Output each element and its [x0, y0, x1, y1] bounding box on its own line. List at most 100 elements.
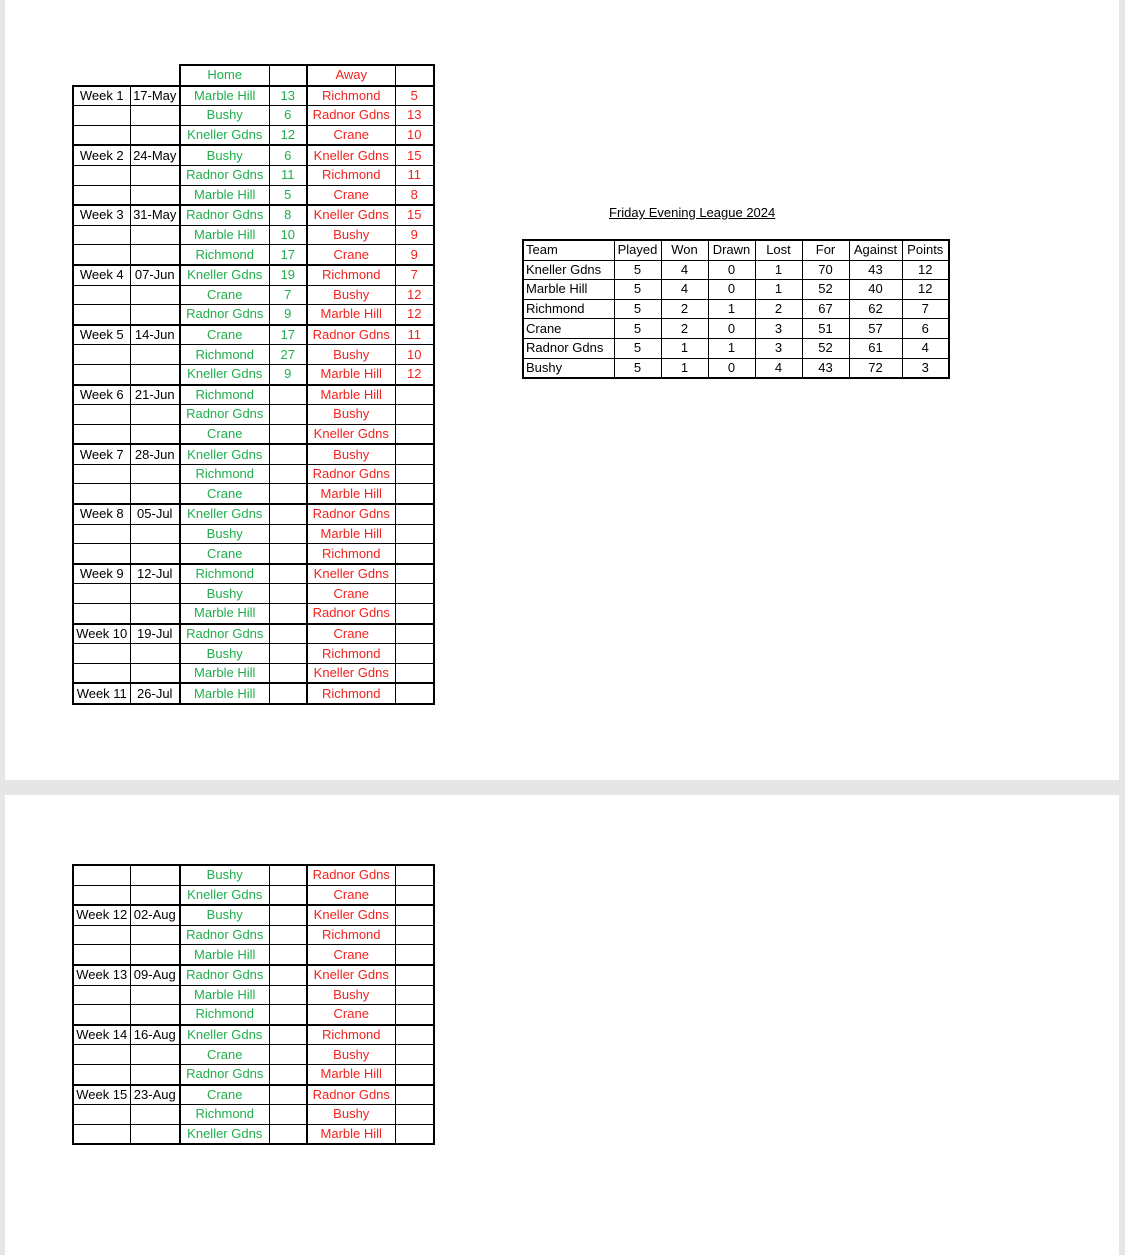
- away-score: [394, 483, 435, 505]
- away-team: Crane: [306, 124, 396, 146]
- stat-cell: 6: [901, 318, 950, 339]
- fixture-row: Week 13 09-Aug Radnor Gdns Kneller Gdns: [72, 963, 435, 986]
- away-score: [394, 1123, 435, 1145]
- stat-cell: 4: [901, 337, 950, 359]
- away-team: Radnor Gdns: [306, 603, 396, 625]
- away-team: Richmond: [306, 1023, 396, 1046]
- home-team: Radnor Gdns: [179, 622, 270, 645]
- away-score: [394, 1063, 435, 1086]
- team-cell: Richmond: [522, 298, 615, 320]
- home-team: Richmond: [179, 344, 270, 365]
- week-cell: [72, 543, 131, 565]
- away-score: [394, 682, 435, 705]
- away-team: Marble Hill: [306, 363, 396, 386]
- home-score: [268, 1044, 308, 1065]
- home-score: [268, 463, 308, 485]
- away-team: Kneller Gdns: [306, 562, 396, 585]
- home-score: [268, 622, 308, 645]
- away-team: Bushy: [306, 344, 396, 365]
- week-cell: [72, 404, 131, 425]
- date-cell: [129, 643, 181, 664]
- home-header: Home: [179, 64, 270, 87]
- home-score: [268, 643, 308, 664]
- week-cell: [72, 1063, 131, 1086]
- home-score: 12: [268, 124, 308, 146]
- home-score: [268, 1104, 308, 1125]
- home-score: [268, 963, 308, 986]
- away-team: Radnor Gdns: [306, 864, 396, 886]
- away-score: [394, 443, 435, 465]
- week-cell: [72, 603, 131, 625]
- home-score: 17: [268, 244, 308, 266]
- column-header: Drawn: [707, 239, 756, 261]
- column-header: Against: [848, 239, 903, 261]
- away-score: 12: [394, 284, 435, 306]
- date-cell: [129, 1004, 181, 1026]
- fixture-row: Marble Hill 10 Bushy 9: [72, 224, 435, 246]
- stat-cell: 57: [848, 318, 903, 339]
- week-cell: [72, 164, 131, 186]
- away-team: Crane: [306, 244, 396, 266]
- home-team: Crane: [179, 1083, 270, 1106]
- away-score: [394, 1083, 435, 1106]
- week-cell: [72, 224, 131, 246]
- column-header: Team: [522, 239, 615, 261]
- home-score: [268, 543, 308, 565]
- away-score: 10: [394, 344, 435, 365]
- away-team: Crane: [306, 1004, 396, 1026]
- date-cell: [129, 1063, 181, 1086]
- date-cell: [129, 363, 181, 386]
- date-cell: [129, 463, 181, 485]
- away-score: [394, 924, 435, 946]
- fixture-row: Richmond Radnor Gdns: [72, 463, 435, 485]
- standings-row: Bushy 5 1 0 4 43 72 3: [522, 357, 950, 379]
- fixtures-table-continued: Bushy Radnor Gdns Kneller Gdns Crane Week 12…: [72, 864, 435, 1146]
- week-cell: Week 15: [72, 1083, 131, 1106]
- stat-cell: 1: [707, 337, 756, 359]
- away-team: Kneller Gdns: [306, 204, 396, 226]
- date-cell: 23-Aug: [129, 1083, 181, 1106]
- fixture-row: Kneller Gdns 9 Marble Hill 12: [72, 363, 435, 386]
- home-team: Radnor Gdns: [179, 304, 270, 326]
- page-1: Home Away Week 1 17-May Marble Hill 13 Richmon…: [5, 0, 1119, 780]
- home-team: Kneller Gdns: [179, 443, 270, 465]
- home-team: Marble Hill: [179, 682, 270, 705]
- away-team: Kneller Gdns: [306, 144, 396, 166]
- date-cell: [129, 483, 181, 505]
- home-team: Marble Hill: [179, 224, 270, 246]
- home-score: 13: [268, 84, 308, 107]
- home-score: [268, 1004, 308, 1026]
- standings-row: Richmond 5 2 1 2 67 62 7: [522, 298, 950, 320]
- week-cell: [72, 662, 131, 684]
- home-score: [268, 562, 308, 585]
- fixture-row: Week 11 26-Jul Marble Hill Richmond: [72, 682, 435, 705]
- fixture-row: Marble Hill 5 Crane 8: [72, 184, 435, 206]
- stat-cell: 0: [707, 259, 756, 281]
- week-cell: [72, 884, 131, 906]
- week-cell: [72, 105, 131, 126]
- fixture-row: Week 1 17-May Marble Hill 13 Richmond 5: [72, 84, 435, 107]
- away-team: Marble Hill: [306, 523, 396, 545]
- week-cell: [72, 124, 131, 146]
- away-team: Radnor Gdns: [306, 105, 396, 126]
- stat-cell: 5: [613, 259, 662, 281]
- home-team: Crane: [179, 423, 270, 445]
- home-team: Bushy: [179, 523, 270, 545]
- home-score: [268, 443, 308, 465]
- week-cell: [72, 284, 131, 306]
- away-score: 15: [394, 204, 435, 226]
- home-score: 27: [268, 344, 308, 365]
- date-cell: 12-Jul: [129, 562, 181, 585]
- home-team: Kneller Gdns: [179, 1023, 270, 1046]
- away-score: [394, 423, 435, 445]
- fixture-row: Radnor Gdns 11 Richmond 11: [72, 164, 435, 186]
- date-cell: [129, 184, 181, 206]
- away-team: Richmond: [306, 84, 396, 107]
- away-score: [394, 1044, 435, 1065]
- away-score: 10: [394, 124, 435, 146]
- fixtures-table: Home Away Week 1 17-May Marble Hill 13 Richmon…: [72, 64, 435, 705]
- stat-cell: 1: [754, 279, 803, 300]
- stat-cell: 2: [660, 318, 709, 339]
- away-score: [394, 503, 435, 525]
- date-cell: 02-Aug: [129, 904, 181, 926]
